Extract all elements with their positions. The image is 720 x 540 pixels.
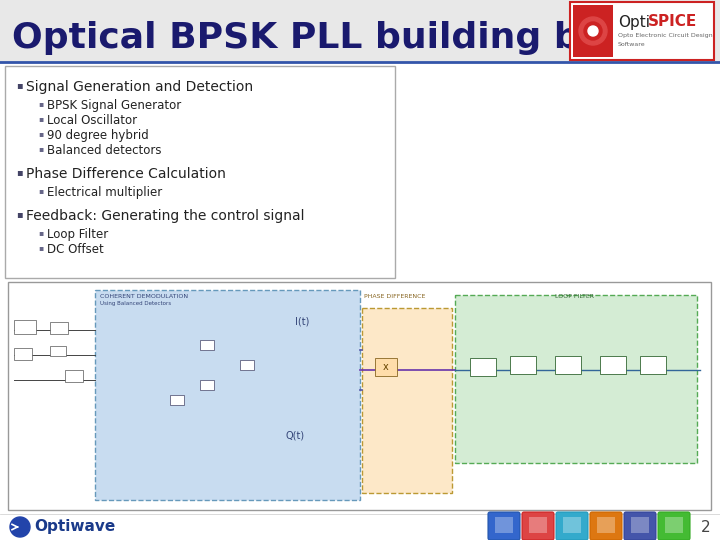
Bar (563, 517, 581, 533)
Bar (495, 517, 513, 533)
Bar (375, 358, 397, 376)
Bar (65, 370, 83, 382)
Text: I(t): I(t) (295, 316, 310, 326)
Bar (631, 517, 649, 533)
FancyBboxPatch shape (488, 512, 520, 540)
Bar (170, 395, 184, 405)
Text: ▪: ▪ (38, 129, 43, 138)
Text: 90 degree hybrid: 90 degree hybrid (47, 129, 149, 142)
Text: Signal Generation and Detection: Signal Generation and Detection (26, 80, 253, 94)
Text: x: x (383, 362, 389, 372)
Bar (362, 308, 452, 493)
Bar (570, 2, 714, 60)
Text: Feedback: Generating the control signal: Feedback: Generating the control signal (26, 209, 305, 223)
Bar (14, 348, 32, 360)
Circle shape (584, 22, 602, 40)
Bar (555, 356, 581, 374)
FancyBboxPatch shape (556, 512, 588, 540)
Text: PHASE DIFFERENCE: PHASE DIFFERENCE (364, 294, 426, 299)
FancyBboxPatch shape (590, 512, 622, 540)
Bar (640, 356, 666, 374)
Text: Optiwave: Optiwave (34, 519, 115, 535)
Text: SPICE: SPICE (648, 15, 697, 30)
Circle shape (588, 26, 598, 36)
Circle shape (579, 17, 607, 45)
Text: ▪: ▪ (38, 114, 43, 123)
Text: ▪: ▪ (16, 209, 22, 219)
Bar (5, 66, 395, 278)
Text: ▪: ▪ (38, 186, 43, 195)
Bar (8, 282, 711, 510)
Bar (240, 360, 254, 370)
Bar (573, 5, 613, 57)
Text: 2: 2 (701, 519, 710, 535)
Bar (455, 295, 697, 463)
Text: Phase Difference Calculation: Phase Difference Calculation (26, 167, 226, 181)
Text: Using Balanced Detectors: Using Balanced Detectors (100, 301, 171, 306)
Bar (14, 320, 36, 334)
FancyBboxPatch shape (522, 512, 554, 540)
Text: BPSK Signal Generator: BPSK Signal Generator (47, 99, 181, 112)
Text: DC Offset: DC Offset (47, 243, 104, 256)
Text: Software: Software (618, 42, 646, 46)
Text: Opto Electronic Circuit Design: Opto Electronic Circuit Design (618, 33, 713, 38)
Text: COHERENT DEMODULATION: COHERENT DEMODULATION (100, 294, 188, 299)
FancyBboxPatch shape (624, 512, 656, 540)
Text: Balanced detectors: Balanced detectors (47, 144, 161, 157)
Text: ▪: ▪ (38, 228, 43, 237)
Text: Local Oscillator: Local Oscillator (47, 114, 137, 127)
Text: Loop Filter: Loop Filter (47, 228, 108, 241)
Bar (50, 322, 68, 334)
Circle shape (10, 517, 30, 537)
Bar (665, 517, 683, 533)
Bar (0, 0, 720, 62)
Bar (470, 358, 496, 376)
Text: LOOP FILTER: LOOP FILTER (555, 294, 594, 299)
Text: Q(t): Q(t) (285, 430, 304, 440)
Bar (200, 340, 214, 350)
Bar (200, 380, 214, 390)
Bar (597, 517, 615, 533)
Bar (600, 356, 626, 374)
FancyBboxPatch shape (658, 512, 690, 540)
Text: ▪: ▪ (16, 80, 22, 90)
Text: ▪: ▪ (38, 243, 43, 252)
Bar (95, 290, 360, 500)
Text: ▪: ▪ (38, 99, 43, 108)
Text: Opti: Opti (618, 15, 650, 30)
Text: Electrical multiplier: Electrical multiplier (47, 186, 162, 199)
Text: Optical BPSK PLL building blocks: Optical BPSK PLL building blocks (12, 21, 684, 55)
Bar (50, 346, 66, 356)
Bar (510, 356, 536, 374)
Text: ▪: ▪ (38, 144, 43, 153)
Bar (529, 517, 547, 533)
Text: ▪: ▪ (16, 167, 22, 177)
